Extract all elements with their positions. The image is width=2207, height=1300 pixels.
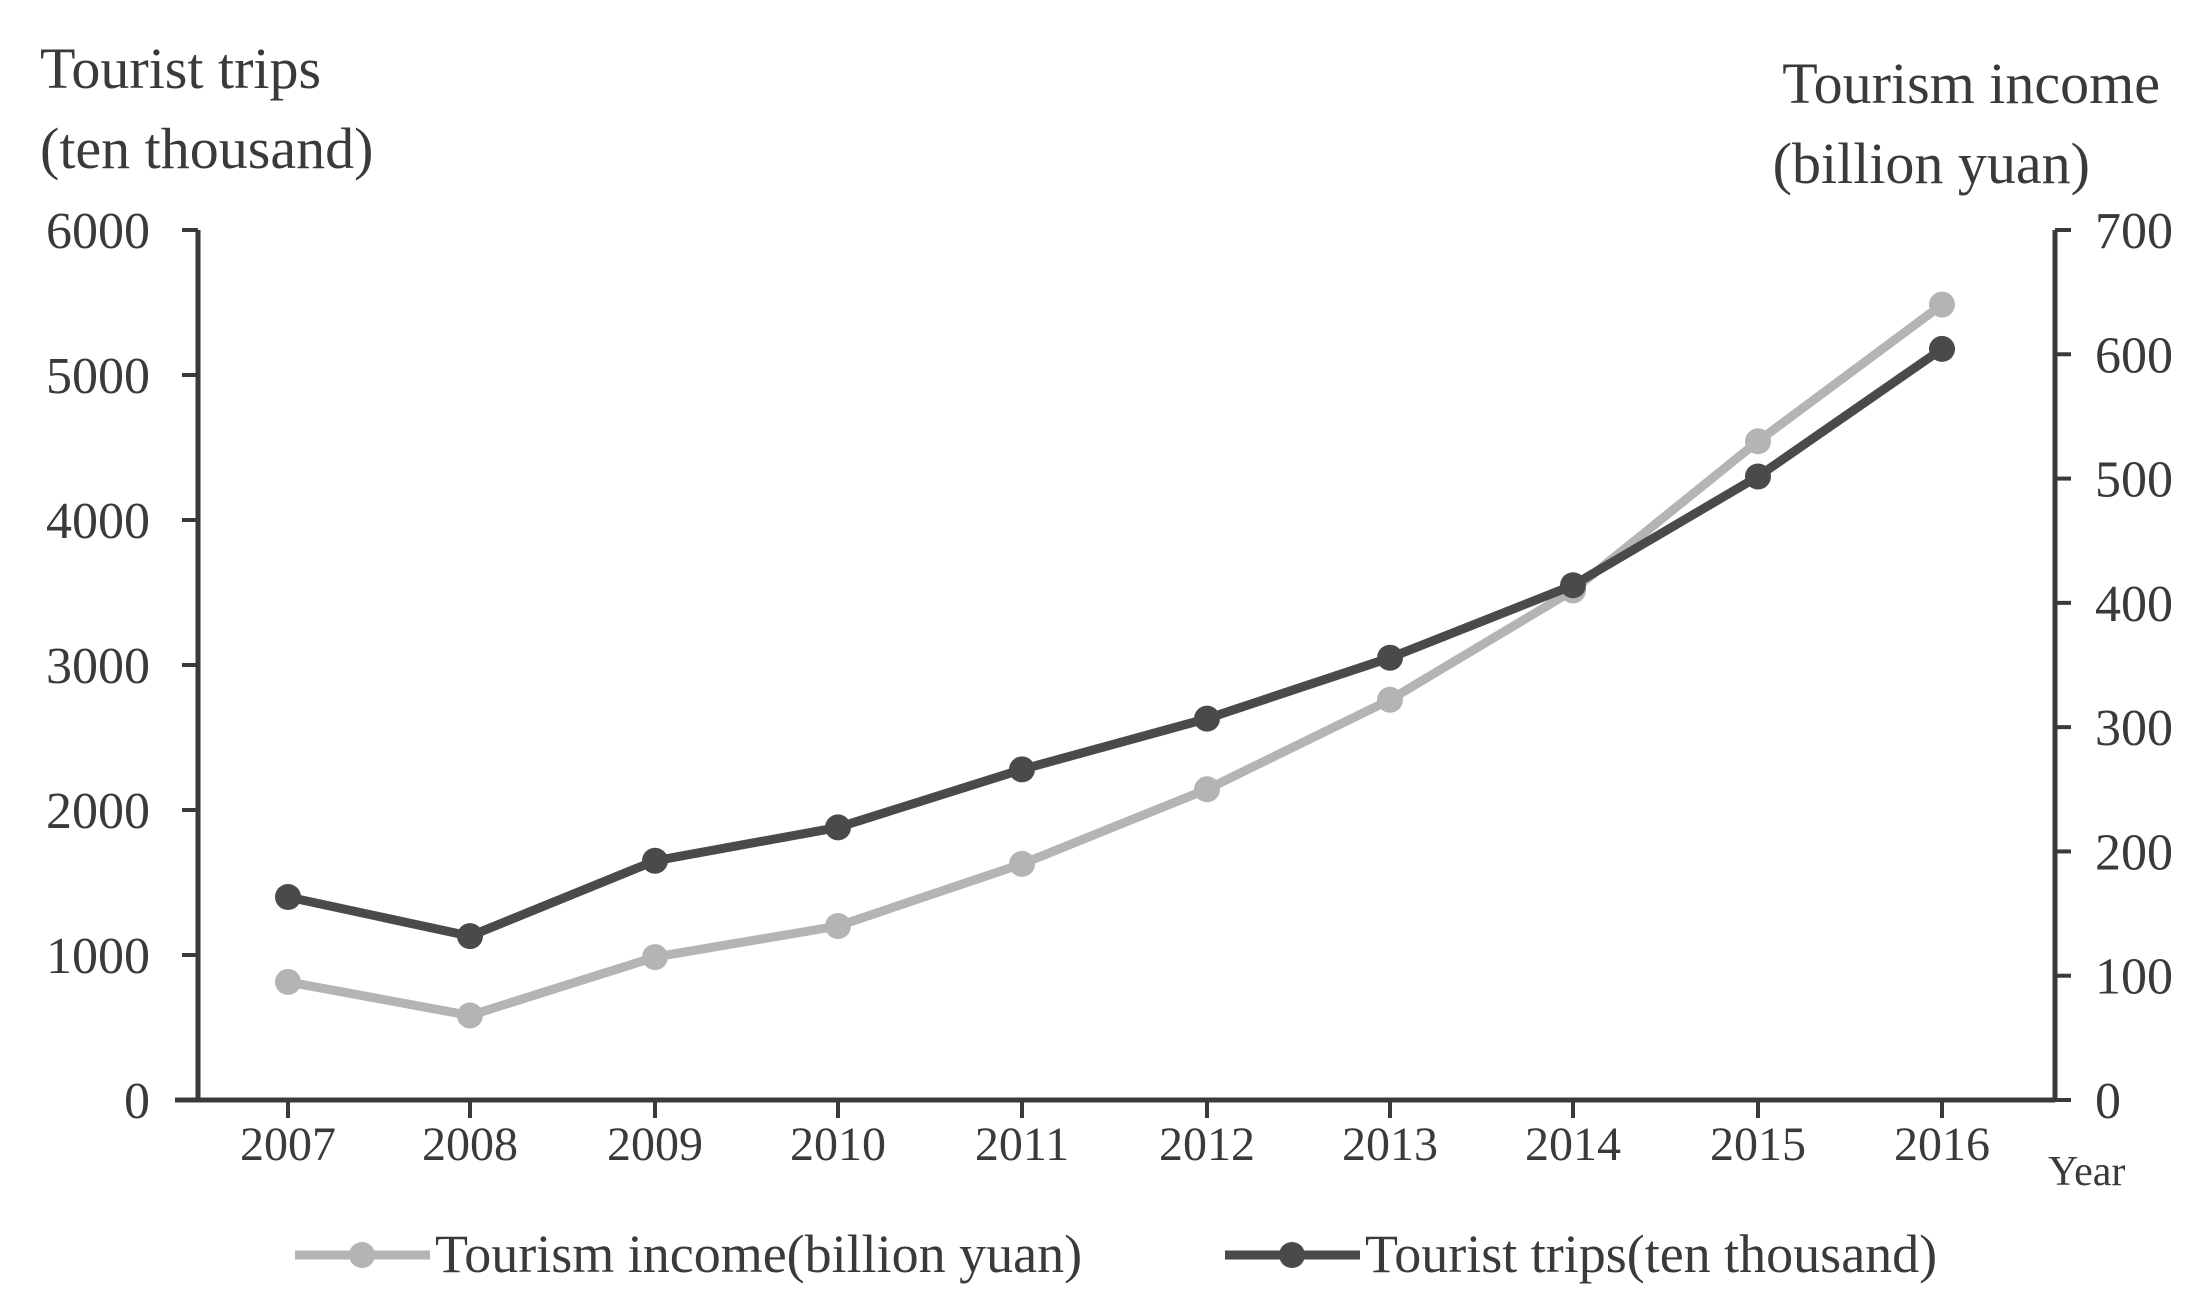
x-tick-label: 2007	[240, 1118, 336, 1171]
left-tick-label: 1000	[46, 928, 150, 985]
series-point-trips	[642, 847, 668, 874]
left-tick-label: 5000	[46, 348, 150, 405]
right-tick-label: 200	[2095, 824, 2173, 881]
left-tick-label: 2000	[46, 783, 150, 840]
x-tick-label: 2011	[975, 1118, 1069, 1171]
series-line-income	[287, 300, 1945, 1020]
series-point-income	[825, 913, 851, 939]
x-tick-label: 2016	[1894, 1118, 1990, 1171]
x-axis-ticks: 2007 2008 2009 2010 2011 2012 2013 2014 2015 2016	[240, 1100, 1990, 1171]
legend-label-income: Tourism income(billion yuan)	[435, 1224, 1082, 1284]
series-point-income	[1009, 850, 1035, 877]
x-tick-label: 2009	[607, 1118, 703, 1171]
x-axis-title: Year	[2048, 1149, 2125, 1195]
left-axis-title-line1: Tourist trips	[40, 36, 321, 101]
right-tick-label: 0	[2095, 1073, 2121, 1130]
right-axis-title-line1: Tourism income	[1782, 51, 2160, 116]
legend-swatch-income-marker	[349, 1242, 375, 1268]
x-tick-label: 2008	[422, 1118, 518, 1171]
left-axis-title-line2: (ten thousand)	[40, 116, 373, 181]
right-tick-label: 300	[2095, 700, 2173, 757]
series-point-trips	[1929, 335, 1955, 362]
series-point-income	[1377, 686, 1403, 713]
series-point-income	[1929, 291, 1955, 318]
series-point-trips	[1009, 756, 1035, 783]
x-tick-label: 2013	[1342, 1118, 1438, 1171]
x-tick-label: 2012	[1159, 1118, 1255, 1171]
left-tick-label: 3000	[46, 638, 150, 695]
series-point-income	[457, 1002, 483, 1029]
x-tick-label: 2010	[790, 1118, 886, 1171]
series-point-trips	[1194, 705, 1220, 732]
series-point-trips	[825, 814, 851, 841]
right-tick-label: 400	[2095, 576, 2173, 633]
right-tick-label: 700	[2095, 203, 2173, 260]
right-tick-label: 100	[2095, 949, 2173, 1006]
left-y-axis-ticks: 0 1000 2000 3000 4000 5000 6000	[46, 203, 198, 1130]
series-point-trips	[1560, 572, 1586, 599]
legend-label-trips: Tourist trips(ten thousand)	[1365, 1224, 1937, 1284]
x-tick-label: 2014	[1525, 1118, 1621, 1171]
legend: Tourism income(billion yuan) Tourist tri…	[295, 1224, 1937, 1284]
series-line-trips	[287, 345, 1945, 941]
right-tick-label: 500	[2095, 452, 2173, 509]
series-point-income	[642, 944, 668, 971]
series-point-trips	[457, 923, 483, 950]
x-tick-label: 2015	[1710, 1118, 1806, 1171]
series-point-income	[1194, 776, 1220, 803]
series-point-trips	[1377, 644, 1403, 671]
right-tick-label: 600	[2095, 327, 2173, 384]
left-tick-label: 0	[124, 1073, 150, 1130]
right-axis-title-line2: (billion yuan)	[1773, 131, 2090, 196]
series-point-income	[275, 968, 301, 995]
left-tick-label: 4000	[46, 493, 150, 550]
series-layer	[275, 291, 1955, 1029]
right-y-axis-ticks: 0 100 200 300 400 500 600 700	[2055, 203, 2173, 1130]
series-point-trips	[1745, 463, 1771, 490]
legend-swatch-trips-marker	[1279, 1242, 1305, 1268]
series-point-trips	[275, 884, 301, 910]
series-point-income	[1745, 428, 1771, 455]
left-tick-label: 6000	[46, 203, 150, 260]
